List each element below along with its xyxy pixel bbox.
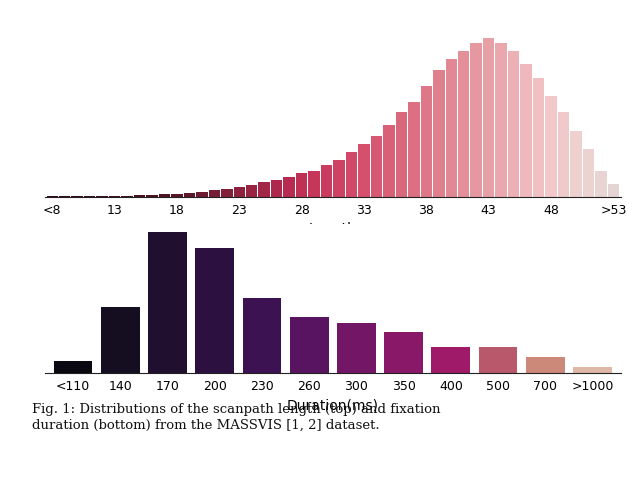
Bar — [134, 196, 145, 198]
Bar — [573, 367, 612, 373]
Bar — [147, 196, 157, 198]
Bar — [47, 196, 58, 198]
Bar — [595, 171, 607, 198]
Text: Fig. 1: Distributions of the scanpath length (top) and fixation
duration (bottom: Fig. 1: Distributions of the scanpath le… — [32, 403, 440, 430]
Bar — [84, 197, 95, 198]
Bar — [358, 145, 370, 198]
Bar — [508, 52, 519, 198]
Bar — [495, 44, 507, 198]
Bar — [159, 195, 170, 198]
Bar — [290, 317, 328, 373]
Bar — [545, 97, 557, 198]
Bar — [483, 39, 494, 198]
Bar — [337, 324, 376, 373]
Bar — [122, 196, 133, 198]
Bar — [221, 190, 232, 198]
Bar — [101, 308, 140, 373]
Bar — [526, 358, 564, 373]
Bar — [284, 178, 295, 198]
Bar — [243, 299, 282, 373]
Bar — [308, 171, 320, 198]
Bar — [532, 79, 544, 198]
Bar — [470, 44, 482, 198]
Bar — [570, 131, 582, 198]
Bar — [196, 192, 207, 198]
Bar — [246, 186, 257, 198]
Bar — [184, 194, 195, 198]
Bar — [408, 102, 420, 198]
Bar — [209, 191, 220, 198]
Bar — [479, 347, 517, 373]
Bar — [431, 347, 470, 373]
Bar — [384, 333, 423, 373]
Bar — [582, 150, 594, 198]
Bar — [396, 113, 407, 198]
X-axis label: Length: Length — [309, 222, 356, 236]
Bar — [148, 233, 187, 373]
Bar — [383, 126, 395, 198]
Bar — [296, 174, 307, 198]
Bar — [271, 181, 282, 198]
Bar — [109, 196, 120, 198]
Bar — [346, 153, 357, 198]
Bar — [234, 187, 245, 198]
Bar — [72, 197, 83, 198]
Bar — [607, 184, 619, 198]
Bar — [259, 183, 270, 198]
Bar — [433, 71, 445, 198]
Bar — [172, 194, 182, 198]
Bar — [97, 197, 108, 198]
Bar — [445, 60, 457, 198]
Bar — [54, 361, 93, 373]
Bar — [333, 161, 345, 198]
Bar — [321, 166, 332, 198]
Bar — [458, 52, 470, 198]
Bar — [557, 113, 569, 198]
X-axis label: Duration(ms): Duration(ms) — [287, 397, 379, 411]
Bar — [195, 248, 234, 373]
Bar — [420, 86, 432, 198]
Bar — [59, 197, 70, 198]
Bar — [520, 65, 532, 198]
Bar — [371, 137, 382, 198]
